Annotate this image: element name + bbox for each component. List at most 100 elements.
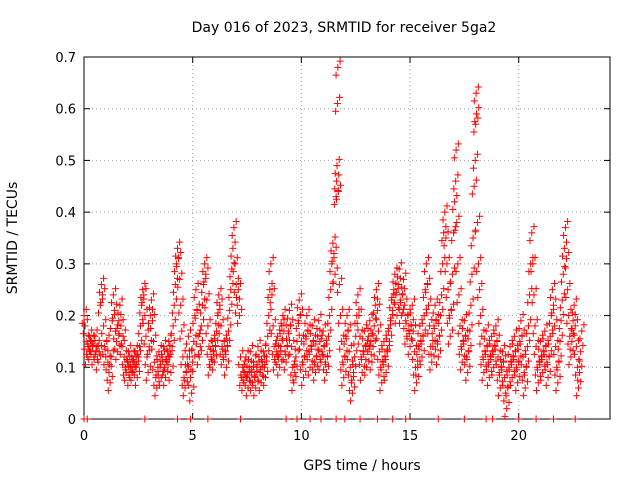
data-point (287, 371, 295, 379)
data-point (210, 350, 218, 358)
data-point (561, 224, 569, 232)
data-point (362, 356, 370, 364)
data-point (552, 387, 560, 395)
data-point (452, 268, 460, 276)
data-point (205, 361, 213, 369)
data-point (129, 356, 137, 364)
data-point (95, 348, 103, 356)
data-point (338, 274, 346, 282)
data-point (528, 229, 536, 237)
data-point (384, 362, 392, 370)
data-point (423, 309, 431, 317)
data-point (218, 295, 226, 303)
data-point (392, 288, 400, 296)
data-point (503, 405, 511, 413)
data-point (371, 301, 379, 309)
data-point (431, 301, 439, 309)
data-point (185, 381, 193, 389)
data-point (343, 312, 351, 320)
data-point (305, 350, 313, 358)
data-point (107, 362, 115, 370)
data-point (579, 342, 587, 350)
data-point (372, 316, 380, 324)
data-point (442, 223, 450, 231)
data-point (558, 331, 566, 339)
data-point (147, 325, 155, 332)
data-point (447, 278, 455, 286)
data-point (267, 305, 275, 313)
data-point (98, 330, 106, 338)
data-point (162, 336, 170, 344)
data-point (135, 367, 143, 375)
data-point (151, 392, 159, 400)
data-point (212, 343, 219, 351)
data-point (248, 366, 256, 374)
data-point (334, 187, 342, 195)
data-point (184, 362, 192, 370)
data-point (311, 361, 319, 369)
data-point (306, 415, 314, 423)
data-point (498, 366, 506, 374)
data-point (322, 361, 330, 369)
data-point (573, 363, 581, 371)
data-point (436, 312, 444, 320)
data-point (566, 332, 574, 340)
data-point (113, 300, 121, 308)
data-point (547, 293, 555, 301)
data-point (322, 368, 330, 376)
data-point (576, 368, 584, 376)
y-tick-label: 0.4 (55, 206, 76, 221)
data-point (342, 367, 350, 375)
data-point (421, 326, 429, 334)
data-point (425, 254, 433, 262)
data-point (385, 325, 393, 332)
data-point (473, 110, 481, 118)
data-point (550, 350, 558, 358)
data-point (101, 345, 109, 353)
data-point (279, 312, 287, 320)
data-point (231, 238, 239, 246)
data-point (559, 252, 567, 260)
data-point (226, 306, 234, 314)
data-point (499, 358, 507, 366)
data-point (575, 356, 583, 364)
data-point (438, 291, 446, 299)
data-point (466, 327, 474, 335)
data-point (254, 343, 262, 351)
data-point (571, 322, 579, 330)
data-point (398, 283, 406, 291)
data-point (389, 306, 397, 314)
data-point (317, 311, 325, 319)
data-point (256, 336, 264, 344)
data-point (206, 316, 214, 324)
data-point (297, 290, 305, 298)
data-point (375, 280, 383, 288)
data-point (92, 366, 100, 374)
data-point (346, 321, 354, 329)
data-point (146, 312, 154, 320)
data-point (324, 319, 332, 327)
data-point (146, 362, 154, 370)
data-point (538, 356, 546, 364)
data-point (549, 301, 557, 309)
y-tick-label: 0 (68, 413, 76, 428)
data-point (103, 337, 111, 345)
data-point (219, 356, 227, 364)
data-point (373, 415, 381, 423)
data-point (480, 335, 488, 343)
data-point (101, 285, 109, 293)
data-point (488, 371, 496, 379)
data-point (443, 202, 451, 210)
data-point (356, 415, 364, 423)
data-point (196, 343, 204, 351)
data-point (269, 366, 277, 374)
data-point (400, 275, 408, 283)
data-point (516, 340, 524, 348)
data-point (230, 224, 238, 232)
data-point (391, 300, 399, 308)
data-point (355, 312, 363, 320)
data-point (467, 342, 475, 350)
data-point (348, 389, 356, 397)
data-point (578, 362, 586, 370)
data-point (278, 357, 286, 365)
